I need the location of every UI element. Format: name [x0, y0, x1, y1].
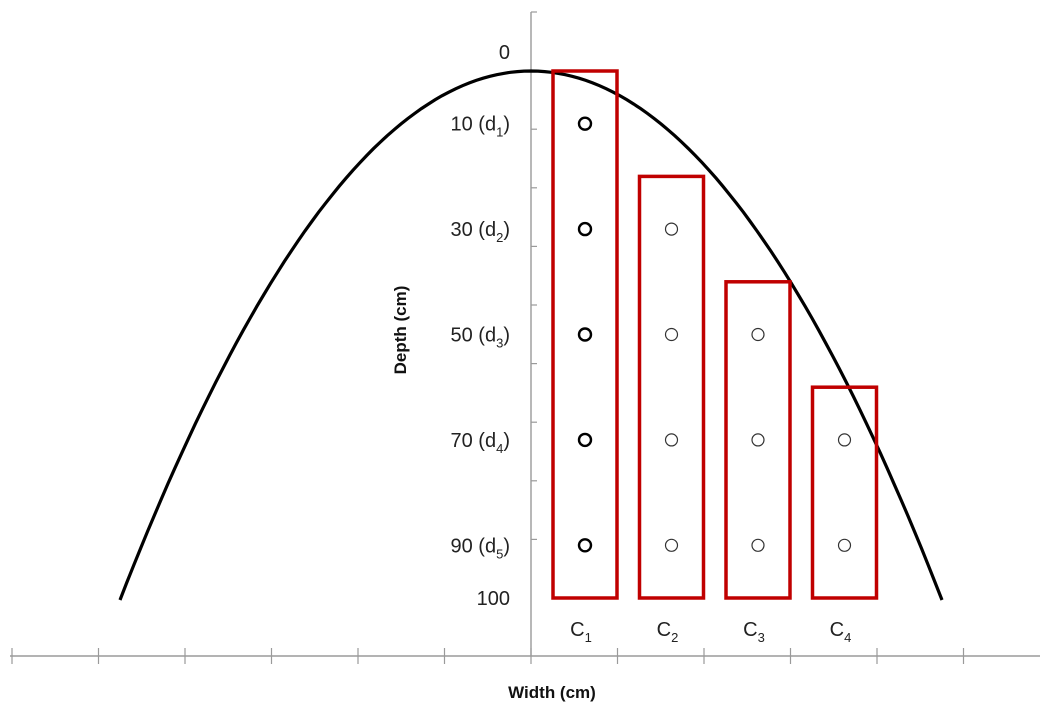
depth-label: 30 (d2) — [451, 219, 511, 245]
sample-point — [577, 538, 593, 553]
sample-point — [837, 433, 852, 447]
sample-point — [837, 538, 852, 552]
depth-label: 90 (d5) — [451, 535, 511, 561]
sample-point — [577, 327, 593, 342]
x-axis-title: Width (cm) — [508, 683, 596, 702]
sample-point — [664, 538, 679, 552]
depth-label: 10 (d1) — [451, 114, 511, 140]
depth-label: 70 (d4) — [451, 430, 511, 456]
sampling-column: C3 — [724, 280, 792, 645]
depth-labels: 0 10 (d1) 30 (d2) 50 (d3) 70 (d4) 90 (d5) 100 — [451, 42, 511, 610]
column-label: C4 — [830, 619, 852, 645]
sampling-column: C1 — [551, 69, 619, 645]
sample-point — [577, 221, 593, 237]
depth-label: 0 — [499, 42, 510, 64]
vertical-axis-ticks — [531, 11, 537, 541]
sample-point — [577, 116, 593, 131]
sample-point — [664, 327, 679, 342]
sample-point — [751, 538, 765, 552]
sample-point — [664, 433, 679, 447]
sample-point — [577, 432, 593, 448]
sample-point — [751, 433, 765, 447]
column-label: C2 — [657, 619, 679, 645]
sampling-columns: C1 C2 C3 C4 — [551, 69, 879, 645]
sample-point — [664, 222, 679, 236]
y-axis-title: Depth (cm) — [391, 286, 410, 375]
depth-label: 50 (d3) — [451, 325, 511, 351]
depth-label: 100 — [477, 588, 510, 610]
column-outline — [637, 174, 706, 600]
column-outline — [551, 69, 619, 600]
horizontal-axis-ticks — [11, 648, 965, 664]
sample-point — [751, 327, 765, 342]
column-label: C3 — [743, 619, 765, 645]
column-outline — [724, 280, 792, 600]
column-outline — [810, 385, 879, 600]
sampling-column: C2 — [637, 174, 706, 645]
sampling-column: C4 — [810, 385, 879, 645]
column-label: C1 — [570, 619, 592, 645]
wetting-front-curve — [118, 69, 944, 601]
